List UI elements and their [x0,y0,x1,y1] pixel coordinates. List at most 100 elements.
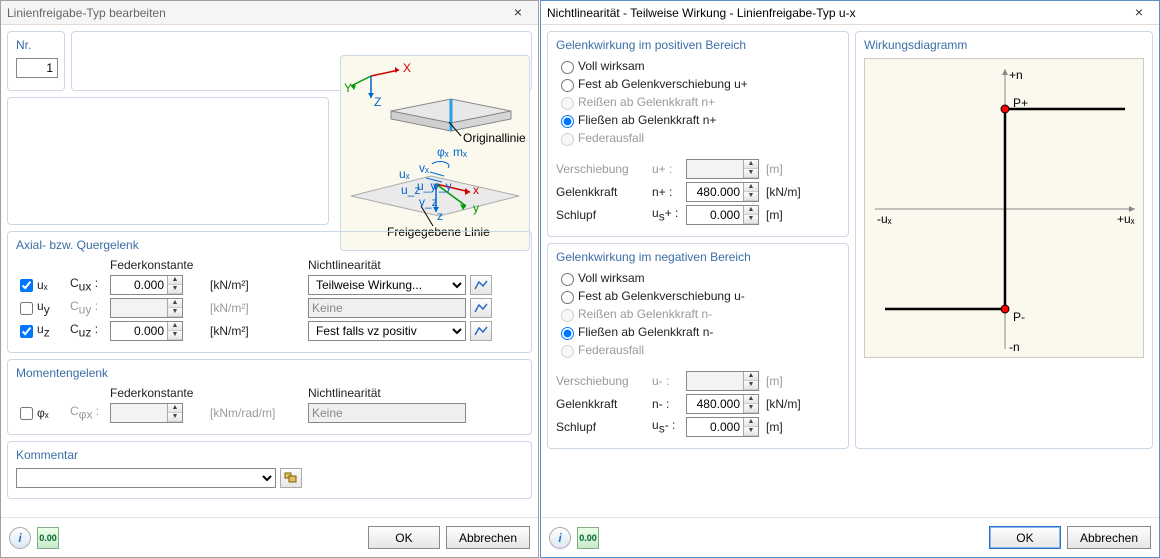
spin-input: ▲▼ [110,298,183,318]
radio-row: Fließen ab Gelenkkraft n- [556,324,840,340]
spin-value[interactable] [111,276,167,294]
enable-checkbox[interactable] [20,325,33,338]
spin-value[interactable] [687,206,743,224]
radio-row: Fließen ab Gelenkkraft n+ [556,112,840,128]
spin-value[interactable] [687,395,743,413]
svg-text:v_y: v_y [433,179,452,193]
group-positive: Gelenkwirkung im positiven Bereich Voll … [547,31,849,237]
nonlinearity-select[interactable]: Teilweise Wirkung... [308,275,466,295]
titlebar-right: Nichtlinearität - Teilweise Wirkung - Li… [541,1,1159,25]
spin-down-icon[interactable]: ▼ [744,427,758,436]
field-label: Gelenkkraft [556,185,652,199]
spin-up-icon[interactable]: ▲ [744,418,758,427]
comment-combo[interactable] [16,468,276,488]
group-moment: Momentengelenk Federkonstante Nichtlinea… [7,359,532,435]
spin-value[interactable] [111,322,167,340]
svg-text:+uₓ: +uₓ [1117,212,1135,226]
ok-button[interactable]: OK [368,526,440,549]
comment-library-icon[interactable] [280,468,302,488]
spin-input[interactable]: ▲▼ [110,275,183,295]
svg-text:X: X [403,61,411,75]
spin-input[interactable]: ▲▼ [110,321,183,341]
spin-value[interactable] [687,183,743,201]
field-sym: u+ : [652,162,686,176]
spin-down-icon[interactable]: ▼ [168,331,182,340]
spin-up-icon[interactable]: ▲ [168,276,182,285]
effect-diagram: +n -n +uₓ -uₓ P+ P- [864,58,1144,358]
svg-text:Originallinie: Originallinie [463,131,526,145]
spin-up-icon[interactable]: ▲ [744,206,758,215]
field-label: Gelenkkraft [556,397,652,411]
spin-input[interactable]: ▲▼ [686,417,759,437]
spin-up-icon[interactable]: ▲ [168,322,182,331]
close-icon-right[interactable]: × [1125,4,1153,22]
radio-row: Voll wirksam [556,58,840,74]
spin-down-icon[interactable]: ▼ [744,404,758,413]
axial-title: Axial- bzw. Quergelenk [16,238,523,252]
enable-checkbox[interactable] [20,302,33,315]
field-label: Verschiebung [556,162,652,176]
group-negative: Gelenkwirkung im negativen Bereich Voll … [547,243,849,449]
radio-option [561,97,574,110]
units-icon[interactable]: 0.00 [37,527,59,549]
field-row: Verschiebung u- : ▲▼ [m] [556,371,840,391]
spin-down-icon[interactable]: ▼ [744,215,758,224]
units-icon-right[interactable]: 0.00 [577,527,599,549]
nonlinearity-select: Keine [308,298,466,318]
spin-down-icon: ▼ [744,169,758,178]
moment-title: Momentengelenk [16,366,523,380]
axial-row: uy Cuy : ▲▼ [kN/m²] Keine [16,298,523,318]
radio-option[interactable] [561,291,574,304]
radio-label: Reißen ab Gelenkkraft n+ [578,95,715,109]
svg-text:z: z [437,209,443,223]
sym-label: φₓ [37,406,49,420]
nonlinearity-edit-icon[interactable] [470,321,492,341]
field-label: Schlupf [556,208,652,222]
help-icon[interactable]: i [9,527,31,549]
radio-label: Voll wirksam [578,59,645,73]
radio-label: Voll wirksam [578,271,645,285]
spin-input[interactable]: ▲▼ [686,182,759,202]
cancel-button[interactable]: Abbrechen [446,526,530,549]
spin-up-icon[interactable]: ▲ [744,395,758,404]
svg-text:vₓ: vₓ [419,161,429,175]
radio-option[interactable] [561,273,574,286]
radio-option[interactable] [561,115,574,128]
radio-option[interactable] [561,79,574,92]
nonlinearity-select[interactable]: Fest falls vz positiv [308,321,466,341]
radio-label: Fließen ab Gelenkkraft n- [578,325,713,339]
close-icon[interactable]: × [504,4,532,22]
radio-option[interactable] [561,327,574,340]
ok-button-right[interactable]: OK [989,526,1061,549]
sym-label: uz [37,322,50,339]
field-sym: us+ : [652,206,686,223]
titlebar: Linienfreigabe-Typ bearbeiten × [1,1,538,25]
radio-row: Fest ab Gelenkverschiebung u+ [556,76,840,92]
radio-label: Federausfall [578,343,644,357]
spin-up-icon: ▲ [168,299,182,308]
cancel-button-right[interactable]: Abbrechen [1067,526,1151,549]
help-icon-right[interactable]: i [549,527,571,549]
enable-checkbox[interactable] [20,407,33,420]
field-unit: [kN/m] [766,397,836,411]
const-label: Cux : [70,276,110,293]
spin-down-icon[interactable]: ▼ [744,192,758,201]
radio-option[interactable] [561,61,574,74]
spin-up-icon[interactable]: ▲ [744,183,758,192]
enable-checkbox[interactable] [20,279,33,292]
svg-text:-uₓ: -uₓ [877,212,892,226]
nonlinearity-edit-icon[interactable] [470,275,492,295]
nr-value[interactable]: 1 [16,58,58,78]
spin-input[interactable]: ▲▼ [686,205,759,225]
spin-value[interactable] [687,418,743,436]
svg-text:uₓ: uₓ [399,167,410,181]
field-row: Schlupf us- : ▲▼ [m] [556,417,840,437]
group-axial: Axial- bzw. Quergelenk Federkonstante Ni… [7,231,532,353]
radio-row: Reißen ab Gelenkkraft n+ [556,94,840,110]
field-unit: [m] [766,208,836,222]
spin-down-icon[interactable]: ▼ [168,285,182,294]
svg-text:+n: +n [1009,68,1023,82]
sym-label: uy [37,299,50,316]
field-unit: [m] [766,374,836,388]
spin-input[interactable]: ▲▼ [686,394,759,414]
